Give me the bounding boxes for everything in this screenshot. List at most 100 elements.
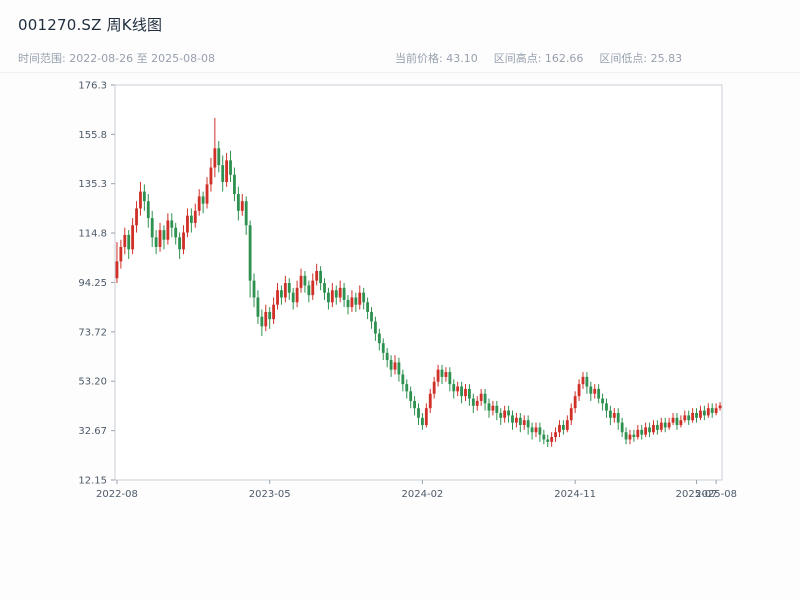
candle-body bbox=[710, 408, 714, 413]
candle-body bbox=[393, 362, 397, 370]
candle-body bbox=[377, 333, 381, 344]
candle-body bbox=[608, 410, 612, 418]
candle-body bbox=[554, 432, 557, 438]
candle-body bbox=[624, 432, 628, 440]
candle-body bbox=[229, 160, 232, 175]
candle-body bbox=[209, 167, 213, 185]
candle-body bbox=[311, 280, 315, 296]
candle-body bbox=[240, 201, 244, 211]
candle-body bbox=[115, 261, 119, 279]
candle-body bbox=[479, 393, 483, 401]
candle-body bbox=[475, 400, 479, 406]
candle-body bbox=[440, 369, 444, 377]
candle-body bbox=[491, 405, 495, 411]
candle-body bbox=[374, 321, 377, 334]
candle-body bbox=[655, 425, 659, 430]
candle-body bbox=[507, 410, 510, 416]
candle-body bbox=[146, 201, 150, 219]
candle-body bbox=[448, 372, 452, 385]
candle-body bbox=[706, 408, 710, 416]
candle-body bbox=[142, 191, 146, 202]
candle-body bbox=[119, 246, 123, 262]
candle-body bbox=[636, 429, 640, 438]
candle-body bbox=[409, 391, 413, 401]
candle-body bbox=[127, 234, 131, 250]
candle-body bbox=[495, 405, 499, 413]
candle-body bbox=[162, 230, 166, 240]
candle-body bbox=[503, 410, 507, 418]
candle-body bbox=[401, 374, 405, 385]
candle-body bbox=[714, 408, 718, 413]
candle-body bbox=[640, 429, 644, 435]
candle-body bbox=[201, 196, 205, 204]
y-tick-label: 32.67 bbox=[78, 426, 107, 437]
candle-body bbox=[589, 386, 593, 394]
candle-body bbox=[217, 148, 221, 166]
candle-body bbox=[397, 362, 401, 375]
candle-body bbox=[467, 388, 471, 399]
y-tick-label: 114.8 bbox=[78, 228, 107, 239]
y-tick-label: 53.20 bbox=[78, 377, 107, 388]
candle-body bbox=[514, 417, 518, 423]
candle-body bbox=[233, 174, 236, 195]
candle-body bbox=[695, 412, 698, 418]
candle-body bbox=[182, 232, 185, 250]
candle-body bbox=[342, 287, 346, 300]
candle-body bbox=[499, 412, 503, 418]
candle-body bbox=[381, 343, 385, 353]
candle-body bbox=[550, 437, 554, 442]
page-title: 001270.SZ 周K线图 bbox=[18, 16, 163, 34]
y-tick-label: 135.3 bbox=[78, 179, 107, 190]
x-tick-label: 2024-02 bbox=[402, 489, 444, 500]
candle-body bbox=[632, 434, 636, 438]
candle-body bbox=[444, 372, 448, 377]
candle-body bbox=[327, 292, 330, 303]
candle-body bbox=[424, 408, 428, 426]
candle-body bbox=[338, 287, 342, 298]
candle-body bbox=[593, 388, 597, 394]
x-tick-label: 2022-08 bbox=[96, 489, 138, 500]
candle-body bbox=[350, 297, 354, 308]
candle-body bbox=[354, 297, 358, 305]
candle-body bbox=[135, 208, 138, 226]
candle-body bbox=[432, 381, 436, 394]
x-tick-label: 2025-08 bbox=[695, 489, 737, 500]
candle-body bbox=[291, 292, 295, 303]
candle-body bbox=[628, 434, 632, 440]
candle-body bbox=[699, 410, 702, 418]
candle-body bbox=[616, 412, 620, 423]
candle-body bbox=[303, 275, 307, 286]
candle-body bbox=[213, 148, 217, 168]
candle-body bbox=[319, 271, 323, 284]
candle-body bbox=[252, 280, 256, 298]
candle-body bbox=[671, 417, 675, 423]
x-tick-label: 2023-05 bbox=[249, 489, 291, 500]
y-tick-label: 73.72 bbox=[78, 327, 107, 338]
candle-body bbox=[428, 393, 432, 409]
candle-body bbox=[526, 420, 530, 428]
candle-body bbox=[542, 434, 546, 440]
candle-body bbox=[585, 376, 589, 387]
candle-body bbox=[174, 227, 178, 238]
y-tick-label: 176.3 bbox=[78, 81, 107, 92]
candle-body bbox=[248, 225, 252, 281]
candle-body bbox=[186, 215, 189, 233]
candle-body bbox=[280, 290, 283, 298]
candle-body bbox=[244, 201, 248, 226]
candle-body bbox=[612, 412, 616, 418]
x-tick-label: 2025-07 bbox=[676, 489, 718, 500]
candle-body bbox=[123, 234, 127, 247]
candle-body bbox=[283, 283, 287, 298]
candle-body bbox=[483, 393, 487, 404]
candle-body bbox=[236, 194, 240, 211]
candle-body bbox=[299, 275, 303, 288]
candle-body bbox=[436, 369, 440, 382]
candle-body bbox=[565, 420, 569, 430]
candle-body bbox=[605, 403, 608, 411]
candle-body bbox=[648, 427, 651, 433]
candle-body bbox=[597, 388, 601, 399]
candle-body bbox=[644, 427, 648, 435]
candle-body bbox=[464, 388, 467, 397]
time-range-label: 时间范围: 2022-08-26 至 2025-08-08 bbox=[18, 52, 216, 65]
